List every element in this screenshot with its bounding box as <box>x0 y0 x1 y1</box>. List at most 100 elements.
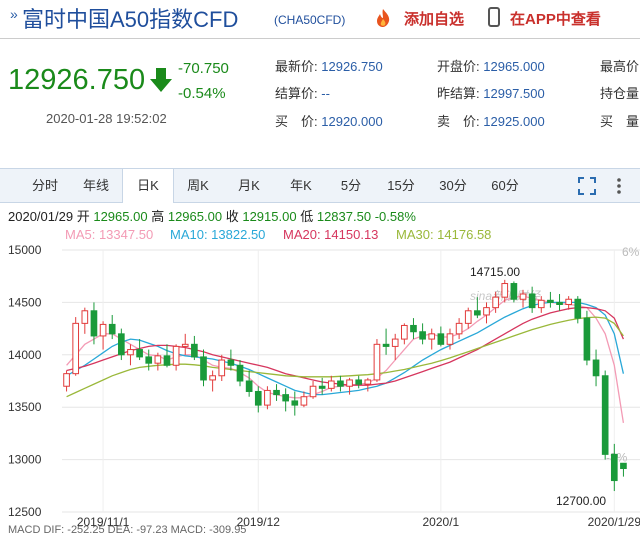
candle-body <box>547 299 554 303</box>
current-price: 12926.750 <box>8 64 146 96</box>
candle-body <box>154 355 162 364</box>
candle-body <box>108 323 116 335</box>
candle-body <box>519 293 527 300</box>
candle-body <box>163 355 171 366</box>
ma20-legend: MA20: 14150.13 <box>283 227 379 242</box>
price-change-pct: -0.54% <box>178 85 226 102</box>
settle-price-row: 结算价: -- <box>275 86 330 101</box>
candle-high: 12965.00 <box>167 209 223 224</box>
candle-body <box>309 385 317 398</box>
candle-body <box>592 359 600 377</box>
candle-body <box>483 307 490 316</box>
candle-body <box>81 310 89 324</box>
view-in-app-button[interactable]: 在APP中查看 <box>510 11 601 28</box>
page-title: 富时中国A50指数CFD <box>22 7 239 32</box>
buy-price-value: 12920.000 <box>321 114 383 129</box>
max-annotation: 14715.00 <box>470 265 520 279</box>
open-price-row: 开盘价: 12965.000 <box>437 59 545 74</box>
x-tick-label: 2020/1 <box>423 515 460 529</box>
ma30-legend: MA30: 14176.58 <box>396 227 492 242</box>
price-change: -70.750 <box>178 60 229 77</box>
ma30-line <box>66 316 624 398</box>
y-tick-label: 12500 <box>8 505 42 519</box>
y-tick-label: 14500 <box>8 295 42 309</box>
candle-body <box>227 359 235 366</box>
candle-body <box>601 375 609 455</box>
tab-60min[interactable]: 60分 <box>491 178 519 193</box>
tab-yearline[interactable]: 年线 <box>82 178 109 193</box>
latest-price-value: 12926.750 <box>321 59 383 74</box>
candle-body <box>209 375 216 381</box>
candle-body <box>446 333 454 345</box>
x-tick-label: 2019/12 <box>237 515 281 529</box>
ma5-legend: MA5: 13347.50 <box>65 227 154 242</box>
x-tick-label: 2020/1/29 <box>588 515 640 529</box>
prev-settle-row: 昨结算: 12997.500 <box>437 86 545 101</box>
candle-body <box>419 331 426 340</box>
tab-15min[interactable]: 15分 <box>387 178 415 193</box>
candle-body <box>282 394 289 402</box>
open-price-value: 12965.000 <box>483 59 545 74</box>
ma10-legend: MA10: 13822.50 <box>170 227 266 242</box>
candle-body <box>528 293 536 309</box>
candle-body <box>254 390 262 406</box>
ma20-line <box>66 306 624 386</box>
candle-body <box>556 301 563 305</box>
fullscreen-icon[interactable] <box>578 177 596 195</box>
phone-icon[interactable] <box>488 7 500 27</box>
latest-price-row: 最新价: 12926.750 <box>275 59 383 74</box>
tab-monthly-k[interactable]: 月K <box>238 178 260 193</box>
candle-body <box>364 379 372 385</box>
candle-body <box>337 380 344 387</box>
down-arrow-icon <box>150 68 172 92</box>
candle-body <box>236 364 244 382</box>
candle-low: 12837.50 <box>316 209 372 224</box>
candle-body <box>401 324 408 340</box>
more-options-icon[interactable] <box>612 177 626 195</box>
candle-date: 2020/01/29 <box>8 209 74 224</box>
prev-settle-value: 12997.500 <box>483 86 545 101</box>
tab-5min[interactable]: 5分 <box>340 178 362 193</box>
right-axis-label: 6% <box>622 245 640 259</box>
add-favorite-button[interactable]: 添加自选 <box>404 11 465 28</box>
candle-body <box>264 389 271 406</box>
fire-icon[interactable] <box>374 8 392 28</box>
candle-body <box>136 349 143 358</box>
candle-body <box>474 310 481 316</box>
candle-body <box>382 343 390 347</box>
candle-body <box>63 373 70 387</box>
candle-body <box>191 343 198 358</box>
buy-price-row: 买 价: 12920.000 <box>275 114 383 129</box>
x-tick-label: 2019/11/1 <box>77 515 130 529</box>
y-tick-label: 15000 <box>8 243 42 257</box>
candle-body <box>145 356 153 364</box>
candle-body <box>537 299 545 309</box>
tab-daily-k[interactable]: 日K <box>122 169 174 203</box>
buy-volume-label: 买 量 <box>600 114 640 129</box>
y-tick-label: 13000 <box>8 453 42 467</box>
instrument-code: (CHA50CFD) <box>274 13 346 27</box>
candle-body <box>273 389 280 396</box>
candle-body <box>610 453 618 482</box>
candle-body <box>574 298 582 319</box>
y-tick-label: 13500 <box>8 400 42 414</box>
candle-open: 12965.00 <box>93 209 148 224</box>
candle-body <box>218 359 226 377</box>
candle-body <box>327 380 335 389</box>
candle-body <box>565 298 572 305</box>
tab-yearly-k[interactable]: 年K <box>290 178 312 193</box>
candle-body <box>127 349 134 356</box>
candle-body <box>492 296 499 309</box>
candle-body <box>583 317 591 361</box>
candle-body <box>291 400 299 406</box>
high-price-label: 最高价 <box>600 59 640 74</box>
period-tabs: 分时 年线 日K 周K 月K 年K 5分 15分 30分 60分 <box>0 168 640 203</box>
kline-chart[interactable]: sina新浪财经 MACD DIF: -252.25 DEA: -97.23 M… <box>0 240 640 538</box>
tab-weekly-k[interactable]: 周K <box>187 178 209 193</box>
candle-body <box>200 356 207 381</box>
candle-body <box>90 310 98 337</box>
tab-intraday[interactable]: 分时 <box>31 178 58 193</box>
candle-body <box>346 379 353 387</box>
tab-30min[interactable]: 30分 <box>439 178 467 193</box>
candle-body <box>300 396 308 406</box>
